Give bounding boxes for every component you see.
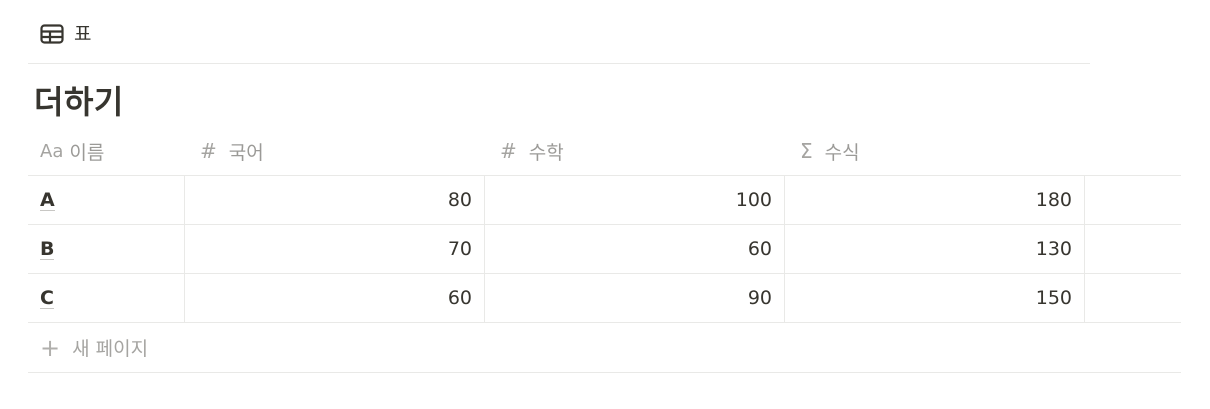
row-name-cell[interactable]: C [28, 274, 184, 322]
column-header-label: 수학 [528, 141, 564, 164]
number-property-icon: # [500, 139, 517, 163]
column-header-formula[interactable]: Σ 수식 [784, 127, 1084, 175]
table-icon [40, 24, 64, 44]
formula-cell[interactable]: 180 [784, 176, 1084, 224]
row-name-cell[interactable]: A [28, 176, 184, 224]
korean-cell[interactable]: 60 [184, 274, 484, 322]
column-header-korean[interactable]: # 국어 [184, 127, 484, 175]
view-tab-label: 표 [74, 23, 92, 45]
formula-cell[interactable]: 150 [784, 274, 1084, 322]
math-cell[interactable]: 100 [484, 176, 784, 224]
row-end-cell [1084, 274, 1181, 322]
view-tab-table[interactable]: 표 [40, 22, 91, 46]
text-property-icon: Aa [40, 140, 64, 162]
table-row[interactable]: A 80 100 180 [28, 176, 1181, 225]
database-table: Aa 이름 # 국어 # 수학 Σ 수식 A 80 100 180 B 70 6… [28, 127, 1181, 373]
formula-cell[interactable]: 130 [784, 225, 1084, 273]
formula-property-icon: Σ [800, 139, 813, 163]
table-header: Aa 이름 # 국어 # 수학 Σ 수식 [28, 127, 1181, 176]
database-title[interactable]: 더하기 [34, 83, 124, 121]
column-header-label: 국어 [228, 141, 264, 164]
add-column-area[interactable] [1084, 127, 1181, 175]
column-header-math[interactable]: # 수학 [484, 127, 784, 175]
table-row[interactable]: C 60 90 150 [28, 274, 1181, 323]
column-header-label: 이름 [69, 141, 105, 164]
column-header-name[interactable]: Aa 이름 [28, 127, 184, 175]
row-end-cell [1084, 176, 1181, 224]
korean-cell[interactable]: 70 [184, 225, 484, 273]
new-page-label: 새 페이지 [72, 338, 149, 360]
korean-cell[interactable]: 80 [184, 176, 484, 224]
row-end-cell [1084, 225, 1181, 273]
view-divider [28, 63, 1090, 64]
row-name[interactable]: B [40, 237, 55, 260]
table-row[interactable]: B 70 60 130 [28, 225, 1181, 274]
number-property-icon: # [200, 139, 217, 163]
plus-icon: + [40, 333, 61, 362]
math-cell[interactable]: 90 [484, 274, 784, 322]
math-cell[interactable]: 60 [484, 225, 784, 273]
column-header-label: 수식 [824, 141, 860, 164]
row-name[interactable]: C [40, 286, 54, 309]
row-name-cell[interactable]: B [28, 225, 184, 273]
new-page-button[interactable]: + 새 페이지 [28, 323, 1181, 373]
row-name[interactable]: A [40, 188, 55, 211]
